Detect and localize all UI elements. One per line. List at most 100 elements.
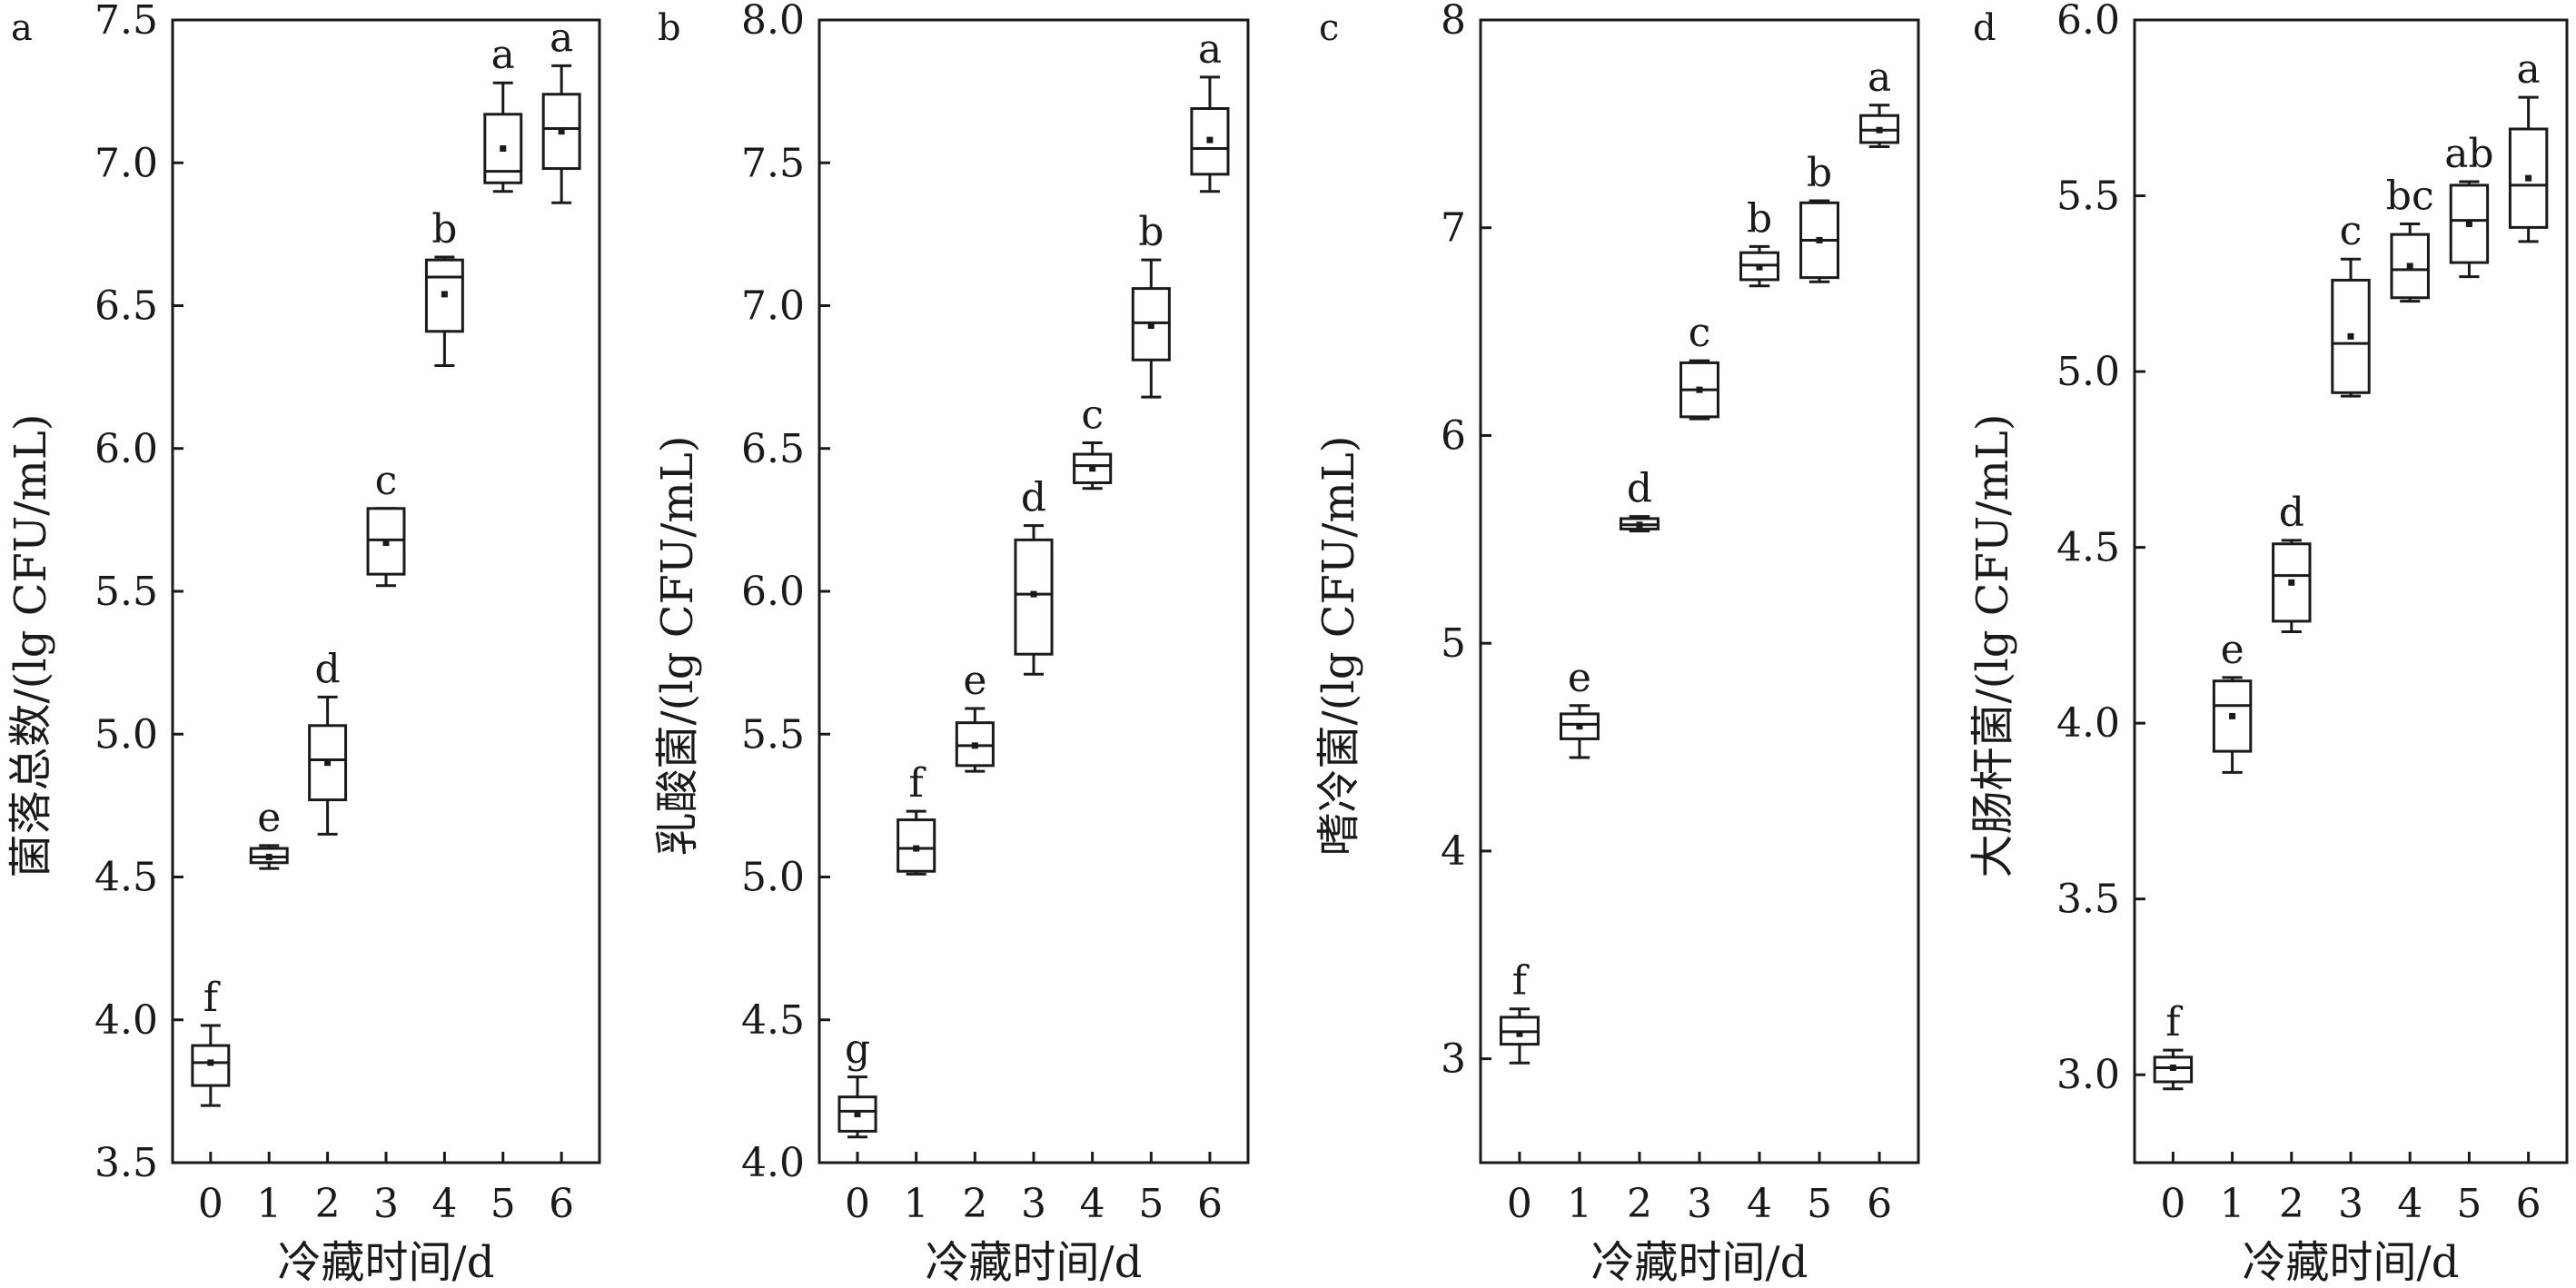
y-tick-label: 3.0 (2056, 1052, 2120, 1098)
mean-marker (1516, 1030, 1523, 1037)
x-tick-label: 5 (490, 1181, 516, 1227)
x-axis-label: 冷藏时间/d (1591, 1237, 1808, 1288)
y-axis-label: 大肠杆菌/(lg CFU/mL) (1967, 413, 2018, 877)
significance-letter: b (1747, 195, 1772, 242)
significance-letter: d (1021, 475, 1046, 521)
x-tick-label: 0 (845, 1181, 870, 1227)
significance-letter: c (1081, 391, 1104, 438)
x-tick-label: 5 (1138, 1181, 1164, 1227)
mean-marker (1636, 521, 1643, 529)
significance-letter: b (1138, 209, 1164, 255)
mean-marker (1756, 263, 1763, 271)
mean-marker (2169, 1064, 2176, 1071)
y-tick-label: 3 (1441, 1036, 1466, 1083)
y-tick-label: 5.5 (94, 569, 158, 615)
x-axis-label: 冷藏时间/d (2243, 1237, 2460, 1288)
x-tick-label: 6 (549, 1181, 574, 1227)
significance-letter: b (1807, 150, 1832, 196)
significance-letter: c (1689, 310, 1711, 356)
x-tick-label: 1 (1567, 1181, 1592, 1227)
significance-letter: a (491, 32, 515, 78)
x-axis-label: 冷藏时间/d (926, 1237, 1143, 1288)
x-tick-label: 4 (431, 1181, 457, 1227)
significance-letter: e (1568, 655, 1591, 701)
mean-marker (558, 128, 565, 135)
y-tick-label: 7.5 (741, 140, 805, 186)
significance-letter: f (2165, 999, 2183, 1045)
x-tick-label: 0 (2160, 1181, 2185, 1227)
mean-marker (2288, 579, 2295, 586)
x-tick-label: 3 (1021, 1181, 1046, 1227)
mean-marker (913, 845, 920, 852)
significance-letter: c (2340, 208, 2363, 254)
mean-marker (1696, 386, 1703, 393)
x-tick-label: 4 (2397, 1181, 2422, 1227)
x-tick-label: 2 (315, 1181, 341, 1227)
plot-frame (1479, 18, 1920, 1164)
x-tick-label: 5 (2456, 1181, 2482, 1227)
y-tick-label: 4.5 (94, 855, 158, 901)
y-axis-label: 菌落总数/(lg CFU/mL) (5, 413, 56, 877)
y-tick-label: 6.5 (741, 426, 805, 472)
significance-letter: g (845, 1026, 870, 1073)
y-tick-label: 5 (1441, 620, 1466, 667)
significance-letter: c (375, 458, 398, 504)
mean-marker (2229, 712, 2236, 719)
significance-letter: f (1512, 958, 1530, 1005)
box (955, 721, 995, 768)
panel-label: c (1319, 7, 1339, 49)
panel-label: a (11, 7, 33, 49)
y-tick-label: 5.0 (741, 855, 805, 901)
significance-letter: a (1868, 54, 1891, 101)
mean-marker (1876, 126, 1883, 134)
x-tick-label: 0 (198, 1181, 223, 1227)
box (837, 1095, 877, 1133)
significance-letter: e (963, 658, 986, 704)
y-tick-label: 6.0 (2056, 0, 2120, 44)
x-tick-label: 4 (1080, 1181, 1105, 1227)
x-tick-label: 2 (962, 1181, 987, 1227)
mean-marker (1816, 236, 1823, 243)
mean-marker (207, 1059, 214, 1066)
y-tick-label: 4.0 (741, 1140, 805, 1186)
x-tick-label: 6 (2516, 1181, 2541, 1227)
x-tick-label: 4 (1747, 1181, 1772, 1227)
mean-marker (1206, 136, 1214, 144)
mean-marker (382, 540, 390, 547)
mean-marker (2525, 174, 2532, 182)
y-tick-label: 7 (1441, 205, 1466, 252)
significance-letter: b (431, 206, 457, 253)
y-tick-label: 6.0 (741, 569, 805, 615)
x-axis-label: 冷藏时间/d (278, 1237, 495, 1288)
y-tick-label: 5.5 (741, 711, 805, 758)
y-tick-label: 6 (1441, 412, 1466, 459)
x-tick-label: 5 (1807, 1181, 1832, 1227)
box (897, 818, 936, 873)
box (2212, 679, 2253, 753)
mean-marker (1576, 723, 1583, 730)
significance-letter: a (1198, 26, 1222, 73)
y-tick-label: 4.5 (741, 997, 805, 1044)
y-tick-label: 7.0 (741, 283, 805, 330)
significance-letter: e (257, 795, 281, 841)
mean-marker (1089, 465, 1096, 472)
mean-marker (1147, 322, 1154, 330)
mean-marker (2406, 263, 2413, 270)
panel-label: d (1973, 7, 1996, 49)
mean-marker (2465, 221, 2472, 228)
panel-label: b (658, 7, 681, 49)
y-tick-label: 4.0 (2056, 700, 2120, 747)
y-tick-label: 7.0 (94, 140, 158, 186)
x-tick-label: 1 (256, 1181, 282, 1227)
mean-marker (854, 1111, 861, 1118)
x-tick-label: 3 (373, 1181, 399, 1227)
significance-letter: e (2221, 627, 2244, 673)
mean-marker (265, 853, 272, 860)
mean-marker (2347, 332, 2354, 340)
y-tick-label: 5.0 (94, 711, 158, 758)
mean-marker (971, 742, 978, 749)
mean-marker (324, 759, 332, 767)
y-tick-label: 5.5 (2056, 173, 2120, 220)
y-tick-label: 4 (1441, 828, 1466, 875)
